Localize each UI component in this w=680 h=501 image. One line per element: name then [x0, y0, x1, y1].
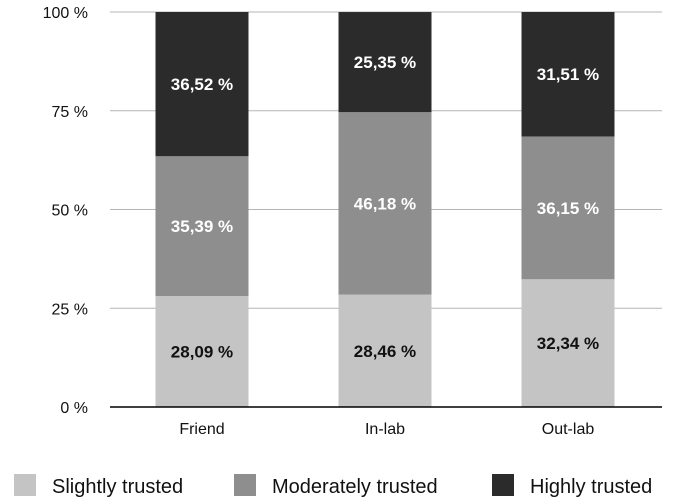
- legend-swatch: [234, 474, 256, 496]
- bar-segment: [338, 12, 432, 113]
- y-tick-label: 100 %: [43, 5, 88, 22]
- data-label: 35,39 %: [171, 217, 233, 236]
- legend-item: Slightly trusted: [14, 474, 183, 498]
- bars: [155, 12, 615, 407]
- data-label: 28,09 %: [171, 343, 233, 362]
- legend-swatch: [14, 474, 36, 496]
- bar-segment: [338, 112, 432, 295]
- x-category-label: Out-lab: [542, 421, 595, 438]
- bar-segment: [155, 12, 249, 157]
- x-axis-category-labels: Friend In-lab Out-lab: [179, 421, 594, 438]
- legend-item: Highly trusted: [492, 474, 652, 498]
- legend: Slightly trusted Moderately trusted Highly…: [14, 474, 652, 498]
- legend-swatch: [492, 474, 514, 496]
- data-label: 25,35 %: [354, 53, 416, 72]
- bar-segment: [521, 12, 615, 137]
- data-label: 46,18 %: [354, 194, 416, 213]
- x-category-label: In-lab: [365, 421, 405, 438]
- data-label: 32,34 %: [537, 334, 599, 353]
- bar-segment: [155, 296, 249, 407]
- y-tick-label: 50 %: [52, 203, 88, 220]
- y-tick-label: 75 %: [52, 104, 88, 121]
- x-category-label: Friend: [179, 421, 224, 438]
- data-label: 28,46 %: [354, 342, 416, 361]
- bar-segment: [338, 294, 432, 407]
- bar-segment: [521, 136, 615, 280]
- y-tick-label: 0 %: [60, 400, 88, 417]
- legend-label: Moderately trusted: [272, 476, 438, 498]
- y-axis-tick-labels: 0 % 25 % 50 % 75 % 100 %: [43, 5, 88, 417]
- data-labels: 28,09 % 35,39 % 36,52 % 28,46 % 46,18 % 25,35…: [171, 53, 599, 361]
- data-label: 36,52 %: [171, 75, 233, 94]
- bar-segment: [521, 279, 615, 407]
- legend-item: Moderately trusted: [234, 474, 438, 498]
- data-label: 36,15 %: [537, 199, 599, 218]
- bar-segment: [155, 156, 249, 297]
- legend-label: Highly trusted: [530, 476, 652, 498]
- data-label: 31,51 %: [537, 65, 599, 84]
- legend-label: Slightly trusted: [52, 476, 183, 498]
- y-tick-label: 25 %: [52, 301, 88, 318]
